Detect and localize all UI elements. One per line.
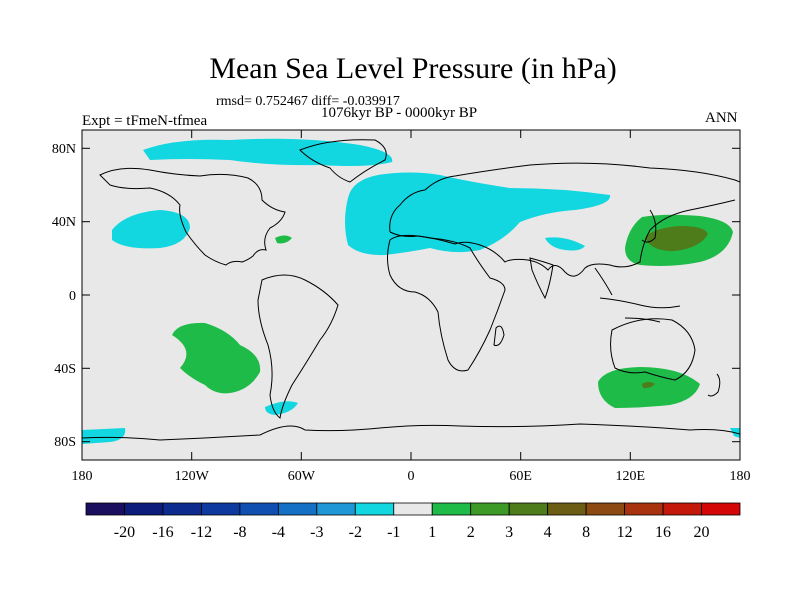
- y-axis-ticks: [82, 147, 740, 443]
- colorbar-label: 12: [617, 524, 633, 541]
- colorbar-segment: [201, 502, 241, 516]
- colorbar-label: -12: [191, 524, 212, 541]
- x-tick-label: 120E: [616, 469, 646, 484]
- experiment-label: Expt = tFmeN-tfmea: [82, 113, 208, 129]
- anomaly-south-atlantic-negative: [265, 401, 298, 415]
- colorbar-label: 8: [582, 524, 590, 541]
- stats-text: rmsd= 0.752467 diff= -0.039917: [216, 94, 400, 109]
- anomaly-antarctic-sw-negative: [82, 428, 126, 444]
- x-tick-label: 60W: [288, 469, 316, 484]
- y-tick-label: 40N: [52, 215, 76, 230]
- colorbar-label: 4: [544, 524, 552, 541]
- x-axis-labels: 180 120W 60W 0 60E 120E 180: [72, 469, 751, 484]
- anomaly-north-pacific-negative: [112, 210, 190, 249]
- x-axis-ticks: [81, 130, 741, 460]
- colorbar-label: -1: [387, 524, 400, 541]
- colorbar-label: 3: [505, 524, 513, 541]
- colorbar-segment: [393, 502, 433, 516]
- colorbar-segment: [624, 502, 664, 516]
- x-tick-label: 180: [72, 469, 93, 484]
- colorbar-label: 16: [655, 524, 671, 541]
- x-tick-label: 120W: [175, 469, 210, 484]
- coast-antarctica: [82, 423, 740, 441]
- colorbar-label: -16: [152, 524, 173, 541]
- anomaly-india-small-negative: [545, 237, 585, 251]
- colorbar-label: -8: [233, 524, 246, 541]
- colorbar-label: -4: [272, 524, 285, 541]
- colorbar-segment: [277, 502, 318, 516]
- colorbar-segment: [701, 502, 741, 516]
- period-text: 1076kyr BP - 0000kyr BP: [321, 105, 478, 121]
- colorbar: [85, 502, 741, 516]
- colorbar-labels: -20 -16 -12 -8 -4 -3 -2 -1 1 2 3 4 8 12 16 20: [114, 524, 710, 541]
- coast-australia: [610, 318, 696, 381]
- colorbar-segment: [354, 502, 395, 516]
- coast-new-zealand: [707, 373, 721, 397]
- colorbar-label: -2: [349, 524, 362, 541]
- colorbar-segment: [85, 502, 125, 516]
- anomaly-caribbean-positive: [275, 235, 292, 244]
- coast-india: [529, 257, 554, 300]
- coastlines: [82, 139, 740, 441]
- coast-madagascar: [493, 325, 505, 346]
- coast-north-america: [99, 167, 286, 266]
- coast-greenland: [299, 139, 387, 183]
- colorbar-label: -20: [114, 524, 135, 541]
- anomaly-southern-indian-core-positive: [642, 382, 655, 389]
- coast-south-america: [257, 274, 339, 419]
- y-tick-label: 80S: [54, 435, 76, 450]
- season-label: ANN: [705, 110, 738, 126]
- colorbar-segment: [316, 502, 356, 516]
- coast-indochina-indonesia: [594, 267, 681, 323]
- colorbar-segment: [662, 502, 702, 516]
- colorbar-label: 2: [467, 524, 475, 541]
- colorbar-segment: [508, 502, 549, 516]
- anomaly-japan-core-positive: [645, 226, 708, 252]
- y-tick-label: 80N: [52, 142, 76, 157]
- colorbar-label: -3: [310, 524, 323, 541]
- anomaly-greenland-negative: [143, 138, 393, 166]
- colorbar-segment: [585, 502, 625, 516]
- colorbar-segment: [239, 502, 279, 516]
- y-tick-label: 40S: [54, 362, 76, 377]
- colorbar-segment: [470, 502, 510, 516]
- colorbar-segment: [162, 502, 202, 516]
- coast-africa: [387, 234, 506, 372]
- colorbar-segment: [124, 502, 164, 516]
- coast-europe-asia: [389, 162, 740, 277]
- anomaly-eurasia-negative: [345, 172, 611, 256]
- chart-title: Mean Sea Level Pressure (in hPa): [209, 52, 617, 85]
- x-tick-label: 60E: [509, 469, 532, 484]
- colorbar-segment: [431, 502, 472, 516]
- anomaly-south-pacific-positive: [172, 322, 261, 394]
- x-tick-label: 180: [730, 469, 751, 484]
- coast-japan: [641, 209, 657, 243]
- y-tick-label: 0: [69, 289, 76, 304]
- x-tick-label: 0: [408, 469, 415, 484]
- colorbar-label: 20: [694, 524, 710, 541]
- colorbar-label: 1: [428, 524, 436, 541]
- y-axis-labels: 80N 40N 0 40S 80S: [52, 142, 76, 450]
- colorbar-segment: [547, 502, 587, 516]
